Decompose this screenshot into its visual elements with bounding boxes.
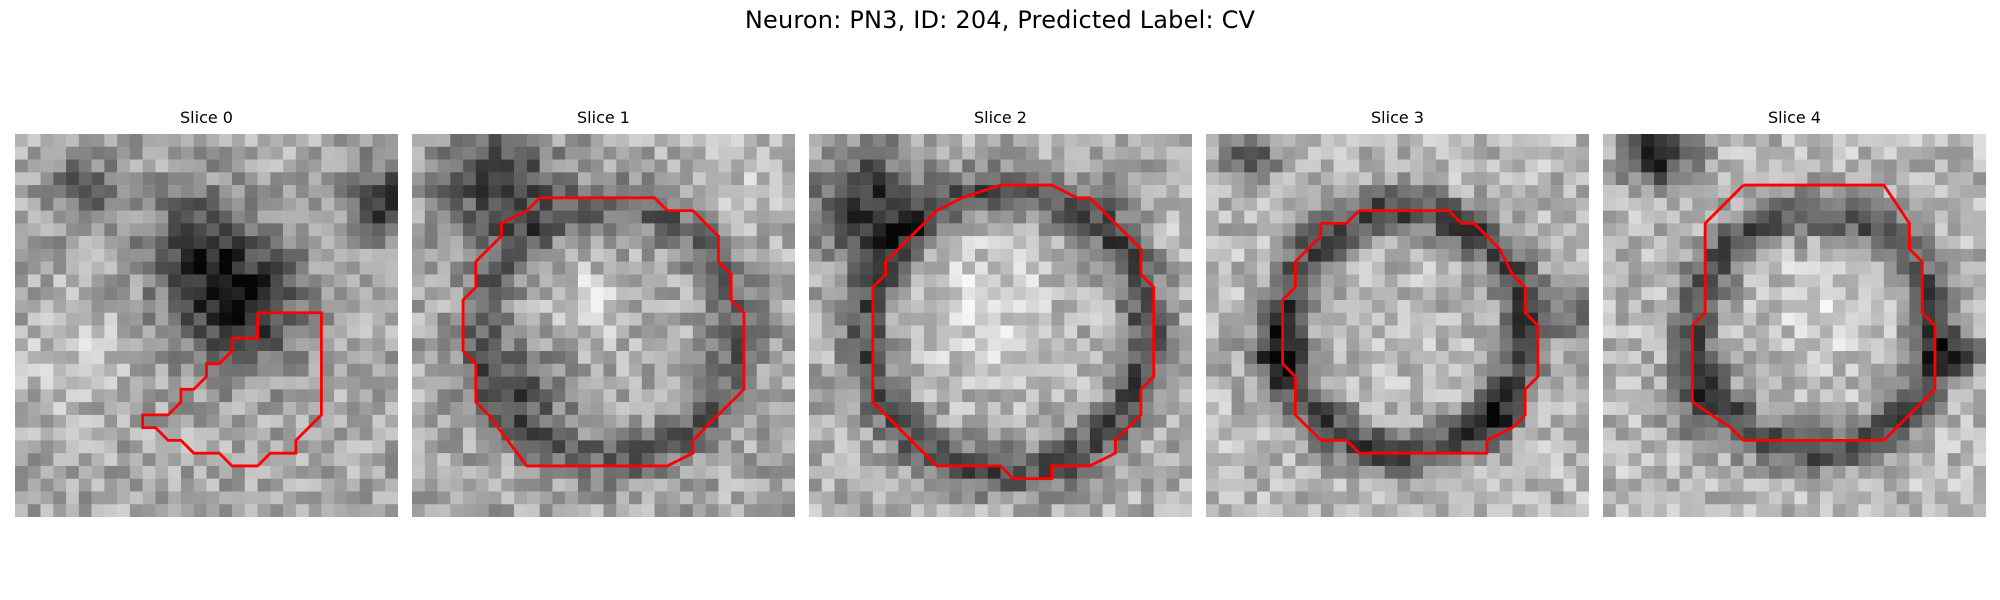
segmentation-contour xyxy=(871,183,1156,481)
segmentation-contour xyxy=(461,196,746,468)
slice-title-3: Slice 3 xyxy=(1371,108,1424,127)
segmentation-contour xyxy=(1281,209,1540,455)
figure-title: Neuron: PN3, ID: 204, Predicted Label: C… xyxy=(744,6,1256,34)
slice-image-1 xyxy=(412,134,795,517)
slice-image-4 xyxy=(1603,134,1986,517)
slice-image-0 xyxy=(15,134,398,517)
segmentation-contour xyxy=(1690,183,1937,442)
slice-image-3 xyxy=(1206,134,1589,517)
slice-title-4: Slice 4 xyxy=(1768,108,1821,127)
slice-title-0: Slice 0 xyxy=(180,108,233,127)
slice-title-2: Slice 2 xyxy=(974,108,1027,127)
segmentation-contour xyxy=(141,311,323,468)
slice-image-2 xyxy=(809,134,1192,517)
slice-title-1: Slice 1 xyxy=(577,108,630,127)
